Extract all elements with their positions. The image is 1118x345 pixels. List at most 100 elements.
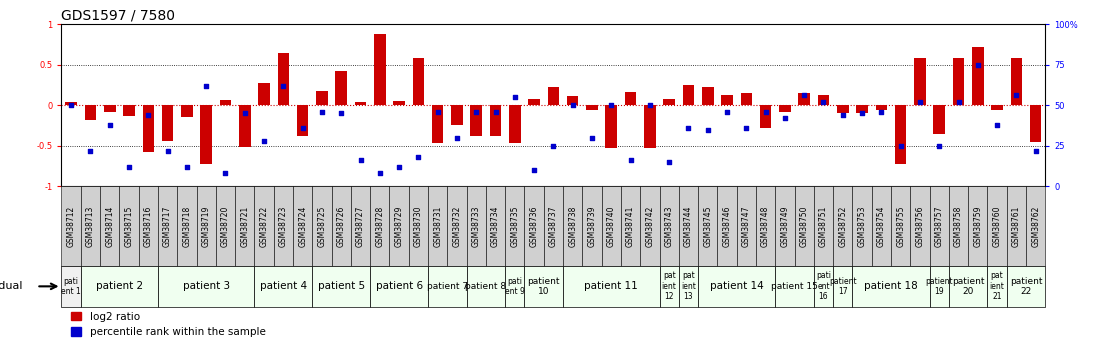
- Text: pati
ent 1: pati ent 1: [61, 277, 80, 296]
- Point: [82, 148, 100, 154]
- FancyBboxPatch shape: [216, 186, 235, 266]
- Point: [815, 99, 833, 105]
- Point: [680, 125, 698, 131]
- FancyBboxPatch shape: [61, 186, 80, 266]
- Bar: [663, 99, 675, 105]
- Text: GSM38746: GSM38746: [722, 205, 731, 247]
- Text: GSM38752: GSM38752: [838, 205, 847, 247]
- Point: [448, 135, 466, 140]
- Text: GSM38718: GSM38718: [182, 205, 191, 247]
- Bar: [894, 105, 907, 164]
- FancyBboxPatch shape: [293, 186, 312, 266]
- Point: [101, 122, 119, 127]
- FancyBboxPatch shape: [274, 186, 293, 266]
- Text: GSM38738: GSM38738: [568, 205, 577, 247]
- Text: GSM38732: GSM38732: [453, 205, 462, 247]
- Bar: [934, 105, 945, 134]
- FancyBboxPatch shape: [910, 186, 929, 266]
- FancyBboxPatch shape: [235, 186, 255, 266]
- Text: GSM38751: GSM38751: [819, 205, 828, 247]
- Point: [332, 110, 350, 116]
- Text: patient 14: patient 14: [710, 282, 764, 291]
- Bar: [85, 105, 96, 120]
- FancyBboxPatch shape: [795, 186, 814, 266]
- Bar: [394, 101, 405, 105]
- FancyBboxPatch shape: [61, 266, 80, 307]
- Point: [159, 148, 177, 154]
- Text: GSM38720: GSM38720: [221, 205, 230, 247]
- FancyBboxPatch shape: [698, 266, 775, 307]
- Text: patient
17: patient 17: [828, 277, 856, 296]
- FancyBboxPatch shape: [466, 266, 505, 307]
- Point: [178, 164, 196, 170]
- FancyBboxPatch shape: [178, 186, 197, 266]
- Bar: [104, 105, 115, 112]
- Point: [63, 102, 80, 108]
- FancyBboxPatch shape: [466, 186, 486, 266]
- FancyBboxPatch shape: [563, 266, 660, 307]
- Bar: [219, 100, 231, 105]
- Point: [390, 164, 408, 170]
- Text: GSM38722: GSM38722: [259, 205, 268, 247]
- FancyBboxPatch shape: [620, 186, 641, 266]
- Text: patient
19: patient 19: [926, 277, 953, 296]
- FancyBboxPatch shape: [505, 266, 524, 307]
- FancyBboxPatch shape: [679, 186, 698, 266]
- Text: GSM38729: GSM38729: [395, 205, 404, 247]
- Text: GSM38714: GSM38714: [105, 205, 114, 247]
- Bar: [953, 58, 965, 105]
- Text: GSM38723: GSM38723: [278, 205, 287, 247]
- FancyBboxPatch shape: [814, 186, 833, 266]
- Text: GSM38712: GSM38712: [67, 205, 76, 247]
- Point: [988, 122, 1006, 127]
- Bar: [335, 71, 347, 105]
- Point: [892, 143, 910, 148]
- FancyBboxPatch shape: [524, 266, 563, 307]
- Bar: [413, 58, 424, 105]
- Point: [505, 94, 523, 100]
- Bar: [1011, 58, 1022, 105]
- Text: pat
ient
21: pat ient 21: [989, 272, 1005, 301]
- Text: GSM38759: GSM38759: [974, 205, 983, 247]
- Text: GSM38735: GSM38735: [510, 205, 520, 247]
- FancyBboxPatch shape: [543, 186, 563, 266]
- FancyBboxPatch shape: [775, 186, 795, 266]
- Bar: [123, 105, 135, 116]
- Text: patient 11: patient 11: [585, 282, 638, 291]
- Point: [294, 125, 312, 131]
- Text: GSM38744: GSM38744: [684, 205, 693, 247]
- Point: [776, 116, 794, 121]
- Bar: [239, 105, 250, 147]
- Bar: [529, 99, 540, 105]
- Text: GSM38726: GSM38726: [337, 205, 345, 247]
- FancyBboxPatch shape: [775, 266, 814, 307]
- FancyBboxPatch shape: [968, 186, 987, 266]
- FancyBboxPatch shape: [852, 186, 872, 266]
- Text: GSM38747: GSM38747: [742, 205, 751, 247]
- Bar: [625, 92, 636, 105]
- FancyBboxPatch shape: [1026, 186, 1045, 266]
- Point: [584, 135, 601, 140]
- Bar: [181, 105, 192, 117]
- FancyBboxPatch shape: [833, 186, 852, 266]
- Point: [699, 127, 717, 132]
- FancyBboxPatch shape: [447, 186, 466, 266]
- Text: GSM38733: GSM38733: [472, 205, 481, 247]
- FancyBboxPatch shape: [524, 186, 543, 266]
- Point: [486, 109, 504, 115]
- Bar: [644, 105, 655, 148]
- FancyBboxPatch shape: [370, 186, 389, 266]
- Bar: [760, 105, 771, 128]
- FancyBboxPatch shape: [312, 186, 332, 266]
- Point: [1007, 93, 1025, 98]
- FancyBboxPatch shape: [718, 186, 737, 266]
- Bar: [162, 105, 173, 141]
- FancyBboxPatch shape: [428, 266, 466, 307]
- Point: [544, 143, 562, 148]
- FancyBboxPatch shape: [197, 186, 216, 266]
- Text: GSM38740: GSM38740: [607, 205, 616, 247]
- Bar: [200, 105, 212, 164]
- Text: GSM38727: GSM38727: [356, 205, 364, 247]
- Bar: [277, 53, 290, 105]
- Point: [603, 102, 620, 108]
